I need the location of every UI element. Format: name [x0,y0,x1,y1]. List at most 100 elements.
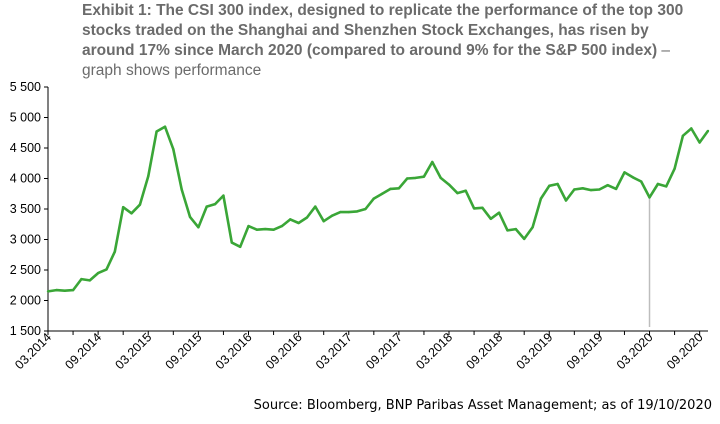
data-point [355,210,359,213]
data-point [205,205,208,208]
data-point [163,125,167,128]
data-point [589,188,593,192]
data-point [230,241,233,244]
data-point [188,215,192,219]
data-point [414,176,417,180]
data-point [673,167,676,170]
data-point [514,227,518,231]
data-point [464,189,467,192]
data-point [548,184,551,188]
data-point [439,176,442,180]
data-point [698,141,701,144]
data-point [690,127,693,130]
x-tick-label: 09.2016 [263,330,305,372]
data-point [631,176,635,179]
data-point [389,187,392,191]
data-point [155,130,158,133]
data-point [539,197,543,200]
data-point [330,214,334,217]
data-point [564,199,568,202]
data-point [523,237,526,241]
x-tick-label: 09.2014 [62,330,104,372]
data-point [648,196,651,199]
data-point [314,205,317,208]
data-point [130,212,133,215]
data-point [639,180,643,183]
x-tick-label: 09.2018 [463,330,505,372]
y-tick-label: 3 000 [10,233,41,247]
data-point [88,279,91,282]
data-point [598,188,601,191]
data-point [447,183,451,186]
data-point [322,220,325,223]
y-tick-label: 5 000 [10,111,41,125]
data-point [406,177,409,180]
data-point [380,192,384,195]
data-point [556,182,559,186]
data-point [681,134,685,137]
y-tick-label: 3 500 [10,202,41,216]
x-tick-label: 03.2016 [213,330,255,372]
chart-title: Exhibit 1: The CSI 300 index, designed t… [82,1,702,81]
data-point [372,197,376,200]
x-tick-label: 09.2020 [664,330,706,372]
data-point [63,289,66,292]
x-tick-label: 03.2019 [514,330,556,372]
x-tick-label: 03.2018 [413,330,455,372]
data-point [138,203,142,206]
data-point [197,226,200,229]
data-point [180,188,183,191]
data-point [297,221,300,225]
y-tick-label: 4 500 [10,141,41,155]
data-point [339,210,342,214]
data-point [213,202,217,206]
data-point [656,182,660,186]
data-point [172,148,175,151]
y-tick-label: 2 000 [10,294,41,308]
data-point [431,160,434,164]
data-point [665,185,668,188]
data-point [422,175,426,178]
data-point [280,224,284,228]
y-tick-label: 5 500 [10,80,41,94]
data-point [105,268,108,271]
data-point [456,191,459,195]
data-point [706,129,710,133]
y-tick-label: 4 000 [10,172,41,186]
data-point [238,245,242,249]
data-point [481,206,484,209]
data-point [397,187,401,190]
data-point [46,290,50,293]
x-tick-label: 03.2015 [113,330,155,372]
data-point [247,224,250,228]
chart-title-bold: Exhibit 1: The CSI 300 index, designed t… [82,2,684,59]
x-tick-label: 09.2019 [564,330,606,372]
data-point [121,205,125,209]
data-point [96,271,100,275]
data-point [55,288,58,292]
data-point [573,188,576,191]
x-tick-label: 09.2017 [363,330,405,372]
y-tick-label: 1 500 [10,324,41,338]
data-point [264,227,267,231]
source-note: Source: Bloomberg, BNP Paribas Asset Man… [253,398,712,413]
chart-title-rest: – graph shows performance [82,42,671,79]
data-point [472,207,476,210]
data-point [71,288,75,292]
data-point [272,228,275,231]
data-point [147,174,150,178]
data-point [347,210,350,214]
data-point [489,217,492,220]
data-point [364,207,367,211]
data-point [497,211,501,214]
data-point [222,194,225,197]
data-point [305,216,309,219]
data-point [113,250,117,253]
csi300-series-line [47,125,710,293]
data-point [80,277,83,281]
data-point [581,187,584,190]
data-point [531,226,534,229]
data-point [606,184,609,187]
x-tick-label: 03.2020 [614,330,656,372]
